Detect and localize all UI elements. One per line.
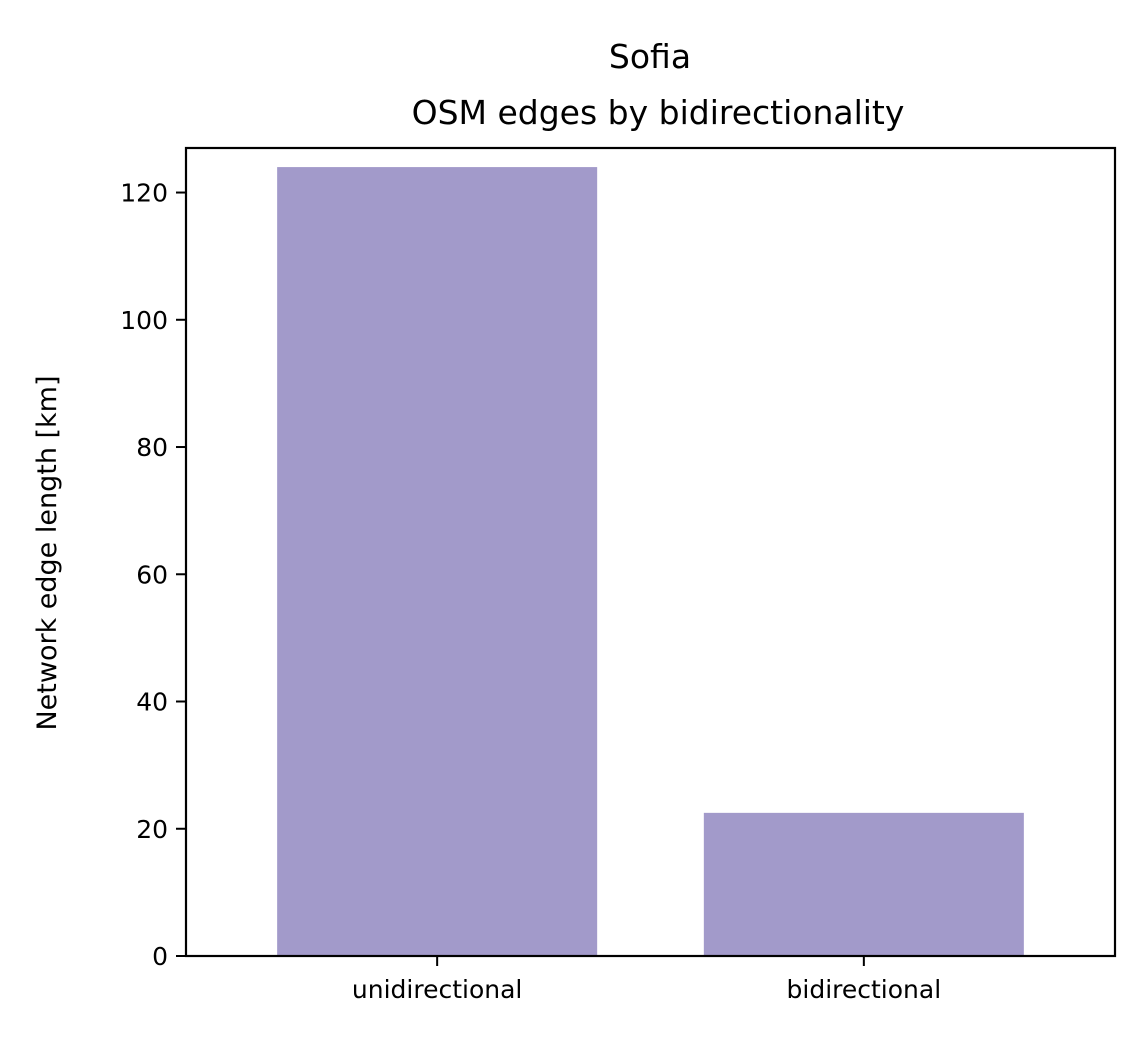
y-tick-label: 20 [136, 815, 168, 844]
bars-group [277, 167, 1024, 956]
bar-unidirectional [277, 167, 598, 956]
bar-bidirectional [703, 812, 1024, 956]
y-tick-label: 60 [136, 560, 168, 589]
x-tick-label: bidirectional [787, 975, 942, 1004]
x-tick-label: unidirectional [352, 975, 522, 1004]
y-tick-label: 100 [120, 306, 168, 335]
y-axis-label: Network edge length [km] [32, 375, 63, 730]
x-axis-ticks: unidirectional bidirectional [352, 956, 941, 1004]
plot-frame [184, 146, 1117, 958]
y-tick-label: 40 [136, 688, 168, 717]
y-tick-label: 0 [152, 942, 168, 971]
y-axis-ticks: 0 20 40 60 80 100 120 [120, 179, 186, 971]
chart-subtitle: OSM edges by bidirectionality [412, 93, 905, 132]
chart-title: Sofia [609, 37, 691, 76]
y-tick-label: 80 [136, 433, 168, 462]
y-tick-label: 120 [120, 179, 168, 208]
